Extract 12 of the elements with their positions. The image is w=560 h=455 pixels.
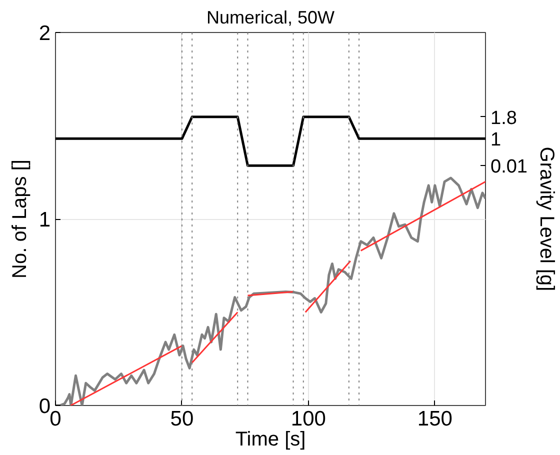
- x-tick-label: 100: [290, 408, 326, 430]
- y2-tick-label: 1.8: [490, 108, 517, 129]
- x-tick-label: 150: [417, 408, 452, 430]
- y2-tick-label: 0.01: [490, 156, 528, 178]
- y2-tick-label: 1: [490, 130, 502, 151]
- y-tick-label: 2: [38, 22, 51, 45]
- x-axis-title: Time [s]: [235, 428, 306, 450]
- y-axis-title: No. of Laps []: [8, 160, 31, 278]
- x-tick-label: 50: [170, 408, 194, 430]
- y2-axis-title: Gravity Level [g]: [535, 146, 558, 292]
- chart-title: Numerical, 50W: [206, 8, 335, 28]
- y-tick-label: 1: [38, 208, 51, 232]
